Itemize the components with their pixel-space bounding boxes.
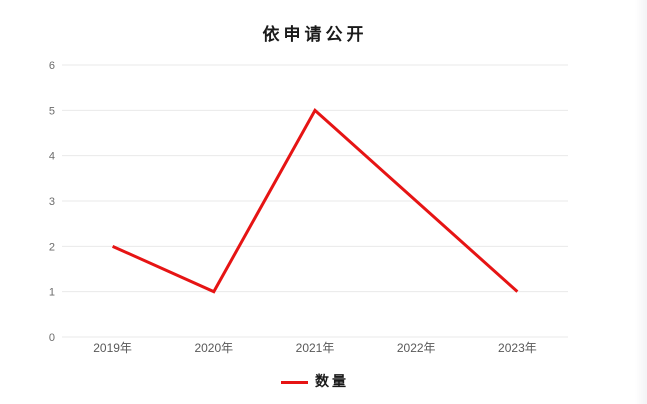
chart-title: 依申请公开: [262, 25, 368, 45]
y-tick-label: 6: [49, 60, 55, 72]
series-line: [111, 107, 519, 294]
y-tick-label: 1: [49, 287, 55, 299]
x-tick-label: 2019年: [93, 341, 132, 355]
x-tick-label: 2020年: [194, 341, 233, 355]
y-tick-label: 5: [49, 105, 55, 117]
y-tick-label: 3: [49, 196, 55, 208]
y-tick-label: 2: [49, 241, 55, 253]
x-tick-label: 2021年: [296, 341, 335, 355]
legend-line-icon: [281, 380, 308, 384]
y-tick-label: 0: [49, 332, 55, 344]
x-tick-label: 2023年: [498, 341, 537, 355]
x-tick-label: 2022年: [397, 341, 436, 355]
legend[interactable]: 数量: [62, 372, 568, 392]
legend-label: 数量: [315, 374, 349, 390]
y-tick-label: 4: [49, 151, 55, 163]
